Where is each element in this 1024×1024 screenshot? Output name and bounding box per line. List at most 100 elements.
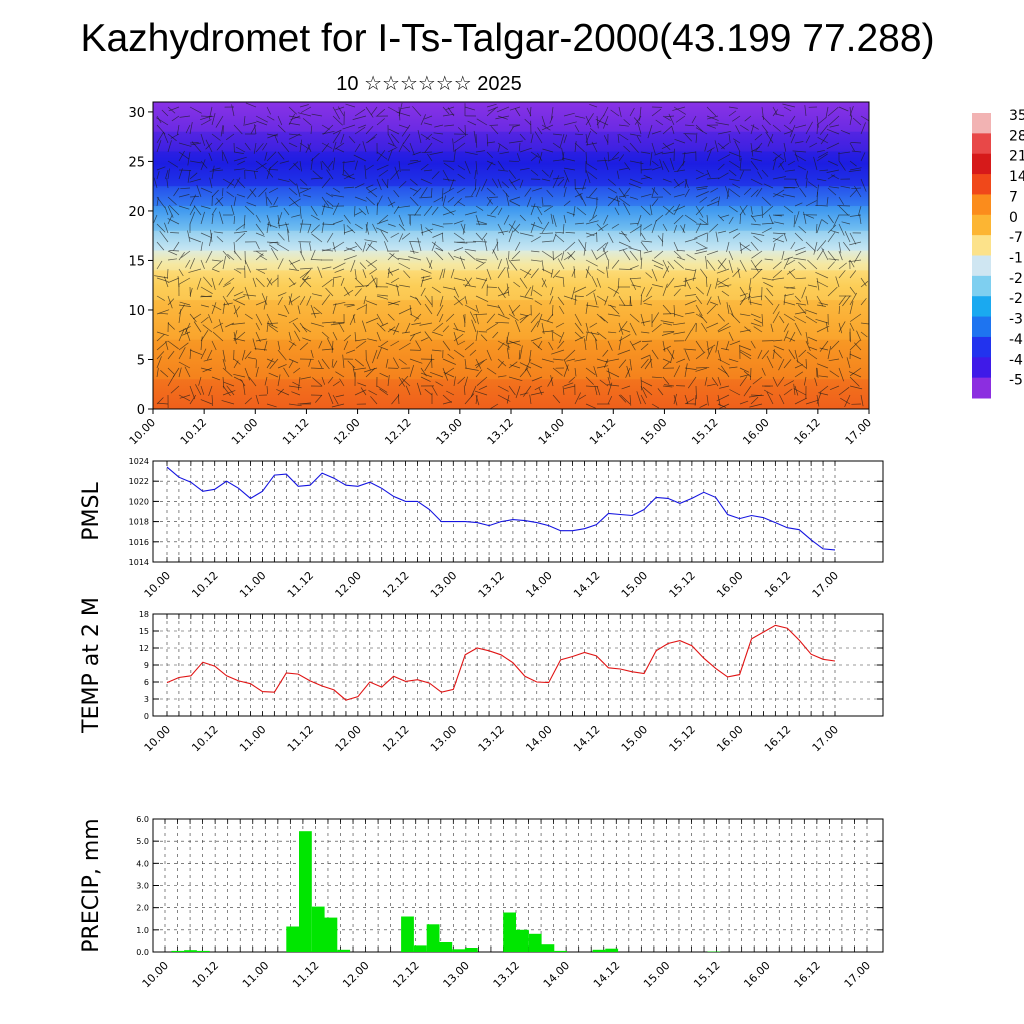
wind-barb <box>343 186 355 189</box>
wind-barb <box>838 106 849 112</box>
wind-barb <box>826 196 829 206</box>
wind-barb <box>794 322 802 336</box>
wind-barb <box>288 115 301 119</box>
wind-barb <box>830 230 840 234</box>
wind-barb <box>431 385 438 396</box>
wind-barb <box>816 367 818 378</box>
wind-barb <box>153 214 158 223</box>
precip-bar <box>196 950 210 952</box>
wind-barb <box>433 132 444 135</box>
wind-barb <box>798 225 807 234</box>
wind-barb <box>392 357 400 369</box>
wind-barb <box>297 112 312 117</box>
wind-barb <box>564 349 576 360</box>
wind-barb <box>255 232 265 237</box>
wind-barb <box>651 130 662 135</box>
wind-barb <box>761 124 769 134</box>
wind-barb <box>526 369 532 378</box>
wind-barb <box>750 223 761 226</box>
wind-barb <box>761 169 769 177</box>
wind-barb <box>424 358 433 372</box>
wind-barb <box>518 142 521 152</box>
wind-barb <box>729 188 741 198</box>
wind-barb <box>409 142 415 156</box>
wind-barb <box>829 124 840 128</box>
wind-barb <box>179 301 191 306</box>
x-tick-label: 16.12 <box>762 569 793 600</box>
wind-barb <box>717 172 729 180</box>
wind-barb <box>624 162 631 171</box>
wind-barb <box>442 401 452 405</box>
wind-barb <box>506 267 510 279</box>
wind-barb <box>453 247 464 252</box>
wind-barb <box>255 338 267 342</box>
wind-barb <box>779 394 785 405</box>
wind-barb <box>182 331 191 336</box>
wind-barb <box>277 292 287 297</box>
wind-barb <box>772 339 783 342</box>
wind-barb <box>307 143 312 153</box>
wind-barb <box>362 241 367 253</box>
wind-barb <box>559 331 565 344</box>
wind-barb <box>492 178 499 189</box>
wind-barb <box>673 331 686 335</box>
wind-barb <box>630 277 642 280</box>
wind-barb <box>384 241 389 252</box>
wind-barb <box>457 127 466 135</box>
wind-barb <box>420 114 426 126</box>
wind-barb <box>343 304 354 306</box>
wind-barb <box>331 340 334 353</box>
wind-barb <box>205 139 213 153</box>
wind-barb <box>352 115 367 120</box>
wind-barb <box>750 124 759 130</box>
wind-barb <box>222 358 227 370</box>
x-tick-label: 14.00 <box>536 416 567 447</box>
wind-barb <box>266 106 272 115</box>
wind-barb <box>795 277 807 280</box>
wind-barb <box>497 258 502 270</box>
wind-barb <box>772 277 785 281</box>
wind-barb <box>277 349 287 361</box>
wind-barb <box>233 331 237 345</box>
wind-barb <box>773 193 785 198</box>
wind-barb <box>843 241 851 252</box>
wind-barb <box>489 196 499 198</box>
wind-barb <box>705 277 708 288</box>
wind-barb <box>838 196 844 205</box>
wind-barb <box>673 284 686 288</box>
wind-barb <box>586 232 598 238</box>
wind-barb <box>464 367 479 371</box>
wind-barb <box>783 257 790 270</box>
wind-barb <box>574 115 586 119</box>
wind-barb <box>621 328 631 333</box>
wind-barb <box>244 205 255 216</box>
wind-barb <box>669 157 675 171</box>
y-tick-label: 9 <box>144 661 149 670</box>
wind-barb <box>548 341 554 351</box>
wind-barb <box>640 385 648 398</box>
wind-barb <box>420 287 426 297</box>
wind-barb <box>156 331 169 337</box>
wind-barb <box>211 207 217 216</box>
wind-barb <box>844 394 851 408</box>
wind-barb <box>469 349 477 356</box>
wind-barb <box>546 189 554 198</box>
wind-barb <box>332 301 346 306</box>
wind-barb <box>772 176 786 180</box>
wind-barb <box>321 249 334 252</box>
wind-barb <box>695 223 708 225</box>
wind-barb <box>473 313 488 316</box>
wind-barb <box>288 358 299 364</box>
wind-barb <box>643 174 653 180</box>
wind-barb <box>222 390 236 396</box>
wind-barb <box>684 312 695 315</box>
wind-barb <box>233 373 246 378</box>
wind-barb <box>376 219 389 225</box>
wind-barb <box>435 381 444 387</box>
wind-barb <box>167 350 175 360</box>
wind-barb <box>640 376 643 391</box>
wind-barb <box>552 133 563 136</box>
wind-barb <box>472 240 488 243</box>
wind-barb <box>790 133 796 144</box>
wind-barb <box>750 214 757 222</box>
